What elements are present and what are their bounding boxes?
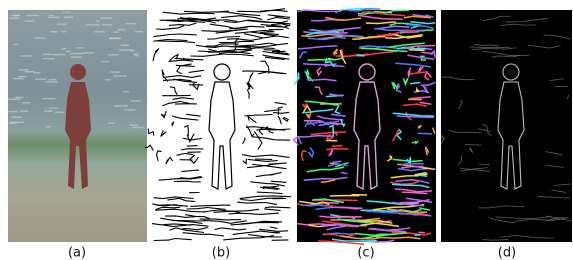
water-glint: [125, 109, 136, 111]
water-glint: [15, 97, 23, 99]
water-glint: [95, 31, 105, 32]
water-glint: [49, 79, 57, 81]
water-glint: [64, 17, 73, 19]
water-glint: [35, 79, 46, 81]
water-glint: [134, 55, 139, 57]
water-glint: [114, 105, 128, 107]
water-glint: [102, 24, 112, 26]
edge-segment: [401, 164, 424, 165]
water-glint: [66, 51, 71, 53]
caption: (b): [212, 246, 230, 260]
water-glint: [123, 91, 128, 93]
edge-segment: [409, 50, 425, 51]
water-glint: [76, 47, 84, 49]
water-glint: [70, 53, 83, 55]
water-glint: [131, 100, 141, 102]
water-glint: [13, 44, 18, 46]
water-glint: [49, 107, 59, 109]
water-glint: [34, 72, 41, 74]
water-glint: [13, 78, 23, 80]
water-glint: [11, 116, 21, 118]
water-glint: [71, 56, 82, 58]
water-glint: [46, 126, 51, 128]
water-glint: [19, 55, 31, 57]
caption: (c): [357, 246, 374, 260]
water-glint: [110, 38, 122, 40]
water-glint: [49, 15, 54, 17]
water-glint: [62, 12, 70, 14]
caption: (d): [498, 246, 516, 260]
edge-segment: [172, 221, 205, 222]
caption: (a): [68, 246, 86, 260]
water-glint: [125, 23, 136, 25]
edge-segment: [301, 205, 328, 206]
panel-edges: [145, 9, 291, 242]
water-glint: [118, 29, 125, 31]
water-glint: [45, 81, 57, 83]
edge-segment: [272, 51, 280, 52]
water-glint: [57, 23, 67, 25]
water-glint: [119, 49, 133, 51]
water-glint: [22, 102, 30, 104]
panel-sparse: [441, 10, 572, 242]
water-glint: [19, 69, 29, 71]
water-glint: [129, 124, 138, 126]
edge-segment: [418, 133, 432, 134]
water-glint: [8, 99, 20, 101]
edge-segment: [187, 146, 198, 147]
water-glint: [10, 122, 24, 124]
edge-segment: [419, 232, 426, 233]
edge-segment: [264, 50, 280, 51]
edge-segment: [274, 232, 281, 233]
water-glint: [133, 127, 145, 129]
water-glint: [135, 31, 143, 33]
water-glint: [9, 111, 18, 113]
water-glint: [101, 17, 113, 19]
panel-segments: [294, 9, 436, 245]
water-glint: [113, 31, 119, 33]
water-glint: [55, 112, 63, 114]
water-glint: [43, 58, 55, 60]
water-glint: [105, 79, 110, 81]
water-glint: [82, 52, 94, 54]
water-glint: [86, 24, 99, 26]
water-glint: [110, 71, 120, 73]
water-glint: [108, 54, 119, 56]
panel-photo: [8, 10, 147, 242]
figure: (a) (b) (c) (d): [0, 0, 573, 260]
water-glint: [26, 15, 39, 17]
water-glint: [48, 17, 60, 19]
edge-segment: [319, 216, 362, 217]
water-glint: [52, 54, 65, 56]
edge-segment: [332, 146, 343, 147]
water-glint: [50, 31, 57, 33]
water-glint: [114, 75, 127, 77]
water-glint: [42, 98, 55, 100]
panel-background: [297, 10, 436, 242]
water-glint: [35, 37, 45, 39]
water-glint: [9, 18, 18, 20]
water-glint: [43, 54, 52, 56]
panel-background: [441, 10, 572, 242]
water-glint: [18, 76, 26, 78]
water-glint: [25, 71, 35, 73]
water-glint: [25, 20, 35, 22]
water-glint: [61, 31, 67, 33]
water-glint: [133, 53, 138, 55]
water-glint: [108, 123, 115, 125]
water-glint: [11, 15, 20, 17]
water-glint: [96, 20, 100, 22]
water-glint: [44, 111, 53, 113]
water-glint: [101, 61, 109, 63]
edge-segment: [156, 205, 183, 206]
water-glint: [20, 111, 28, 113]
water-glint: [61, 48, 66, 50]
water-glint: [121, 45, 129, 47]
